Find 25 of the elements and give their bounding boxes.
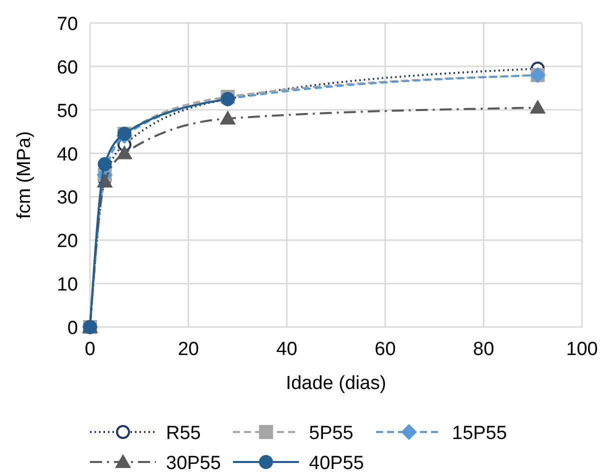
y-tick-label: 0	[67, 318, 78, 339]
point	[220, 110, 236, 125]
legend-label: 5P55	[309, 423, 354, 444]
y-tick-label: 50	[56, 100, 78, 122]
x-axis-title: Idade (dias)	[286, 373, 386, 394]
y-tick-label: 70	[56, 14, 78, 35]
y-tick-label: 10	[56, 274, 78, 296]
x-tick-label: 0	[84, 339, 96, 360]
x-tick-label: 100	[566, 339, 598, 360]
point	[116, 145, 132, 160]
x-tick-label: 40	[276, 339, 298, 360]
y-axis-title: fcm (MPa)	[14, 131, 35, 219]
y-tick-label: 60	[56, 57, 78, 78]
x-tick-label: 80	[473, 339, 494, 360]
y-tick-label: 40	[56, 144, 78, 166]
legend-label: 15P55	[452, 423, 507, 444]
legend-label: 40P55	[309, 453, 364, 473]
x-tick-label: 60	[374, 339, 396, 360]
x-tick-label: 20	[178, 339, 199, 360]
point	[98, 157, 112, 172]
legend-label: 30P55	[166, 453, 221, 473]
y-tick-label: 30	[56, 188, 78, 209]
point	[530, 100, 546, 114]
y-tick-label: 20	[56, 231, 78, 252]
legend-label: R55	[166, 423, 201, 444]
